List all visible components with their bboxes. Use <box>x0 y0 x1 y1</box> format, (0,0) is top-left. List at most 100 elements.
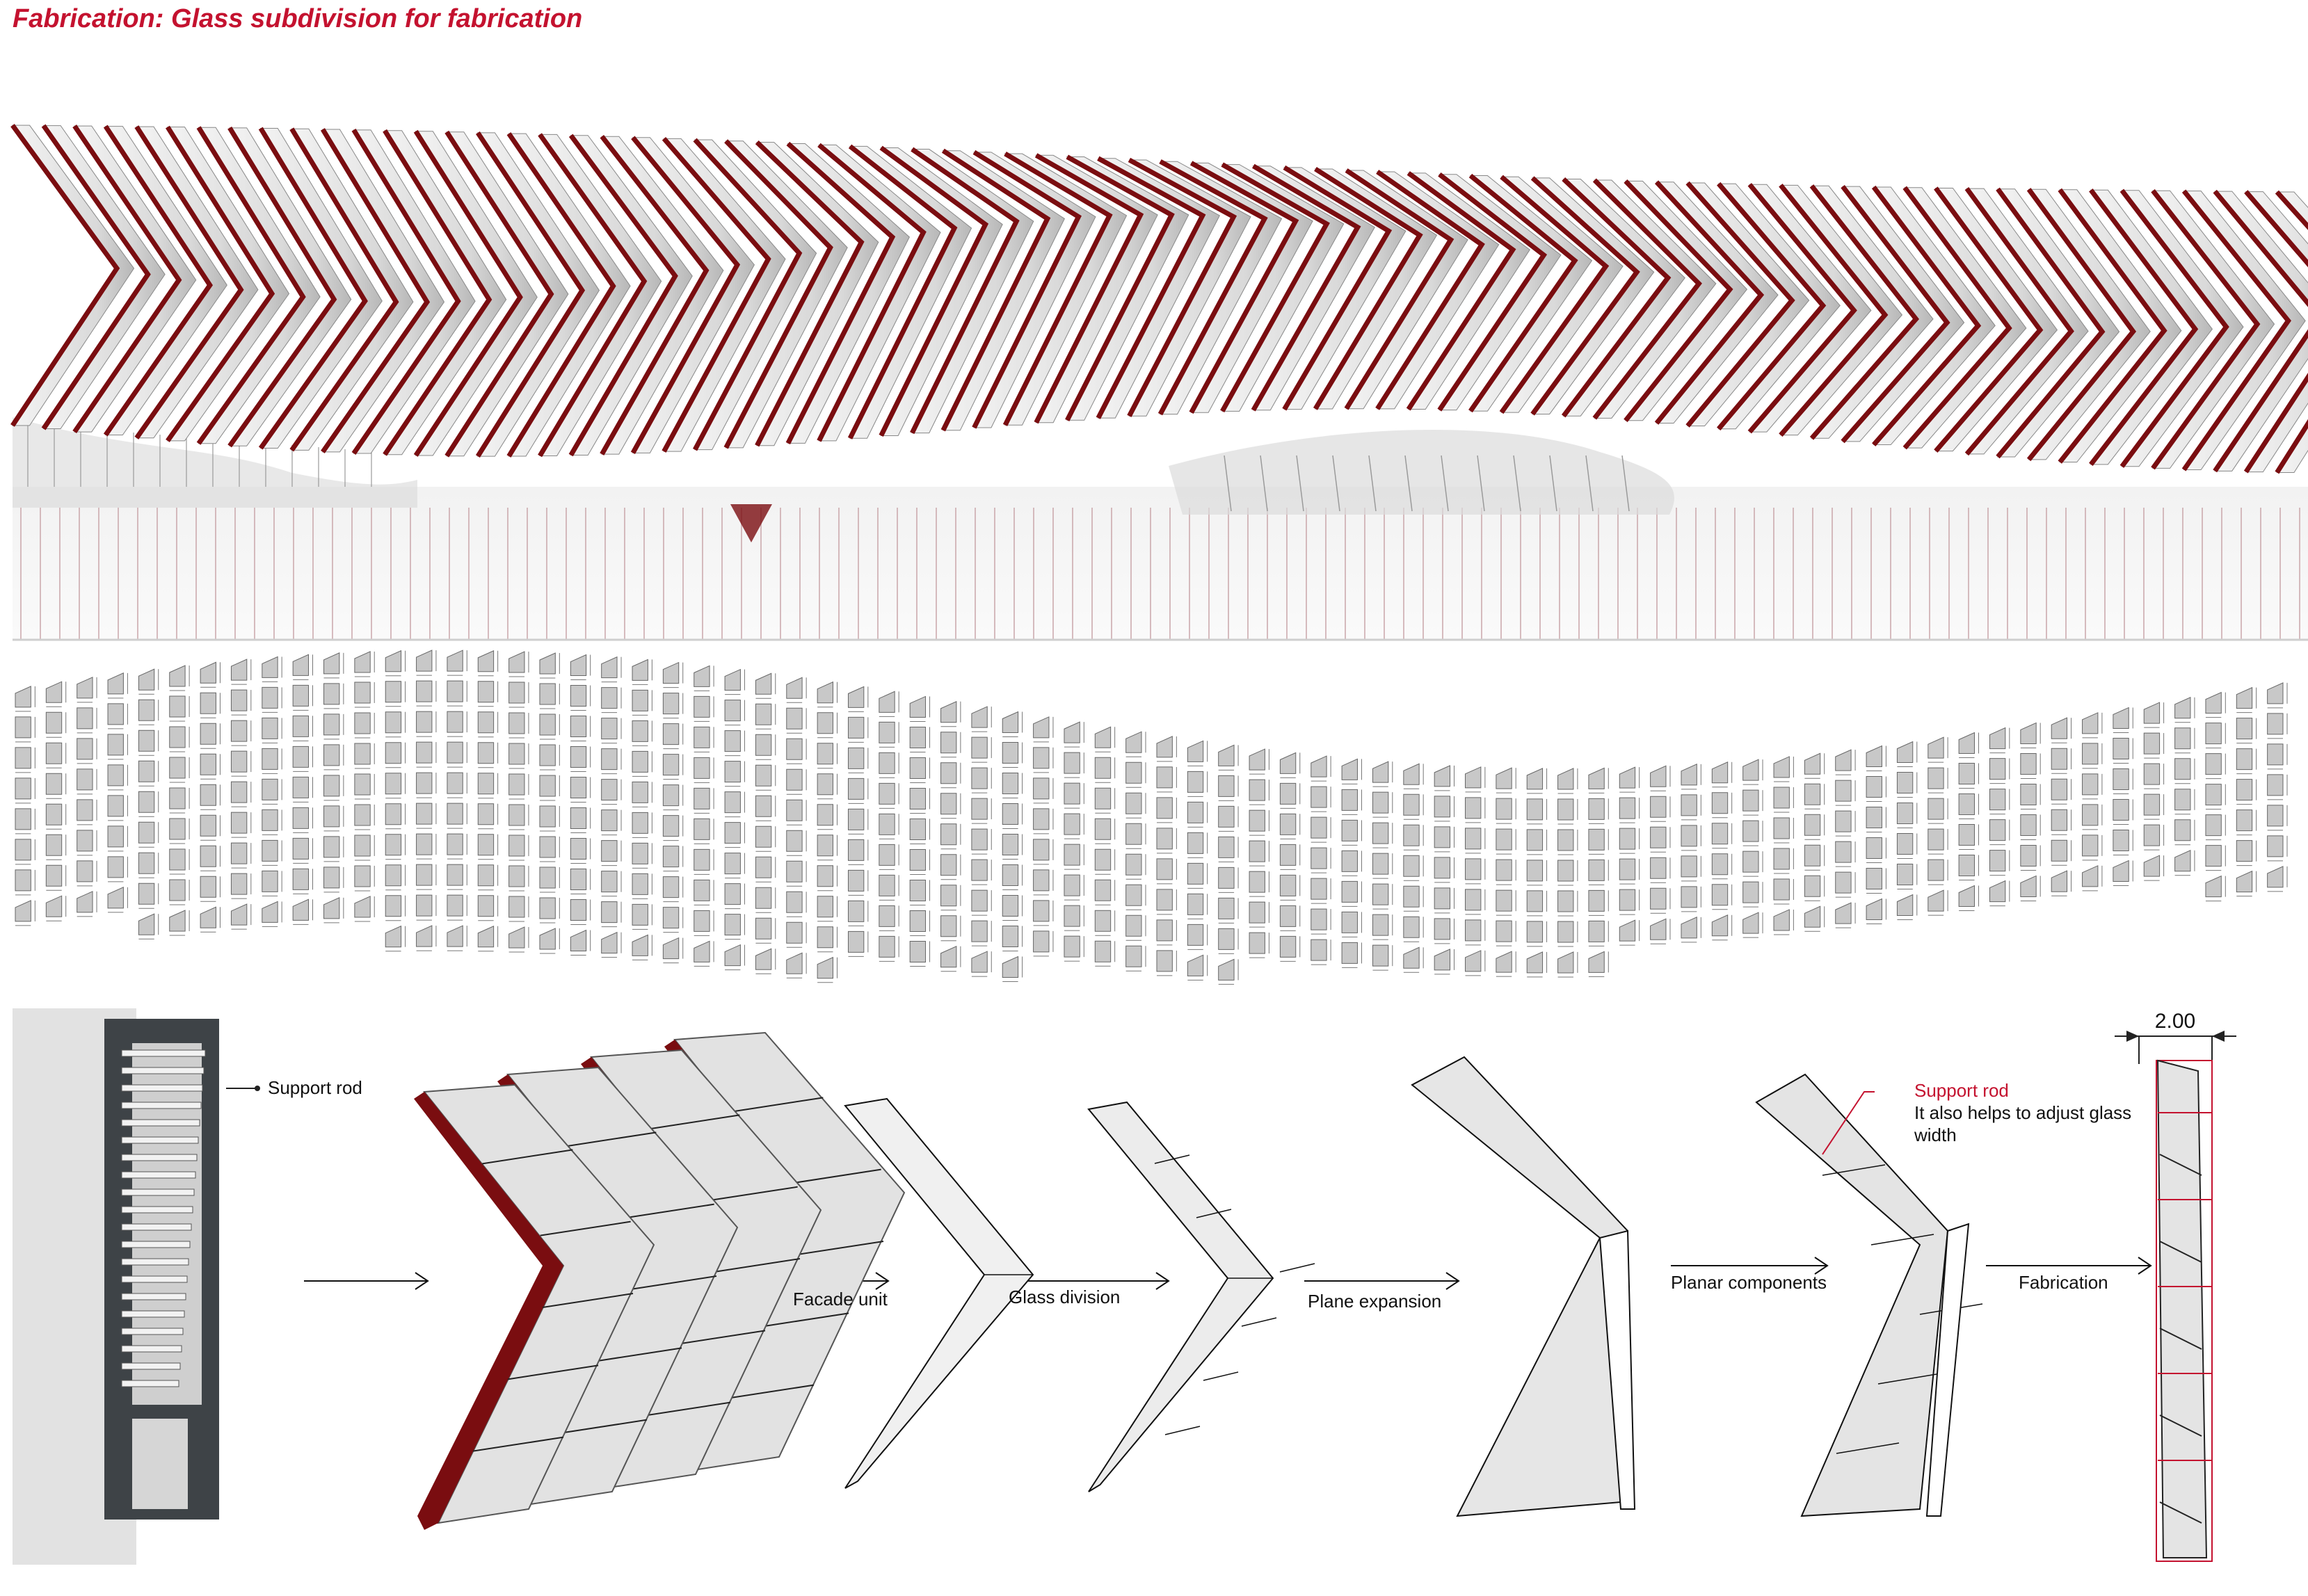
glass-panel-thumbnail <box>508 682 525 704</box>
glass-panel-thumbnail <box>477 803 495 825</box>
glass-panel-thumbnail <box>1496 828 1512 851</box>
glass-panel-thumbnail <box>817 712 833 734</box>
glass-panel-thumbnail <box>2174 697 2191 719</box>
glass-panel-thumbnail <box>1279 844 1297 866</box>
process-arrow-head <box>415 1272 429 1290</box>
glass-panel-thumbnail <box>724 668 741 691</box>
glass-panel-thumbnail <box>477 925 495 948</box>
glass-panel-thumbnail <box>755 887 772 909</box>
glass-panel-thumbnail <box>1125 853 1142 876</box>
glass-panel-thumbnail <box>1094 726 1112 748</box>
glass-panel-thumbnail <box>508 865 525 887</box>
glass-panel-thumbnail <box>2205 845 2222 867</box>
fin-support-rod <box>1592 178 1702 420</box>
glass-panel-thumbnail <box>200 692 216 714</box>
chevron-glass-joint <box>792 1241 884 1256</box>
glass-panel-thumbnail <box>786 799 803 821</box>
glass-panel-thumbnail <box>817 681 833 704</box>
glass-panel-thumbnail <box>447 741 463 764</box>
glass-panel-thumbnail <box>416 803 433 825</box>
glass-panel-thumbnail <box>2267 743 2284 766</box>
glass-panel-thumbnail <box>1249 809 1265 832</box>
glass-panel-thumbnail <box>2236 779 2253 801</box>
glass-panel-thumbnail <box>1958 885 1975 907</box>
glass-panel-thumbnail <box>1557 860 1574 882</box>
glass-panel-thumbnail <box>230 842 248 864</box>
glass-division-joint <box>1203 1371 1239 1381</box>
glass-panel-thumbnail <box>1742 759 1759 781</box>
canopy-mullion <box>1224 455 1232 512</box>
glass-panel-thumbnail <box>1403 763 1420 785</box>
glass-panel-thumbnail <box>1341 942 1358 964</box>
glass-division-joint <box>1241 1317 1277 1327</box>
panel-cut-diagonal <box>2159 1414 2202 1437</box>
glass-panel-thumbnail <box>416 741 433 764</box>
glass-panel-thumbnail <box>292 898 310 921</box>
glass-panel-thumbnail <box>1557 921 1574 943</box>
glass-panel-thumbnail <box>45 834 63 856</box>
glass-panel-thumbnail <box>539 775 556 797</box>
glass-panel-thumbnail <box>447 711 463 733</box>
glass-panel-thumbnail <box>200 814 216 837</box>
glass-panel-thumbnail <box>662 907 680 929</box>
glass-panel-thumbnail <box>786 921 803 944</box>
glass-panel-thumbnail <box>1681 886 1697 908</box>
glass-panel-thumbnail <box>1156 858 1173 880</box>
process-arrow-head <box>2138 1257 2152 1275</box>
glass-panel-thumbnail <box>77 738 93 760</box>
glass-panel-thumbnail <box>508 835 525 857</box>
glass-panel-thumbnail <box>1311 755 1327 777</box>
fin-support-rod <box>258 127 368 450</box>
glass-panel-thumbnail <box>1526 951 1544 974</box>
glass-panel-thumbnail <box>847 930 865 953</box>
glass-panel-thumbnail <box>909 910 927 932</box>
glass-panel-thumbnail <box>1526 768 1544 790</box>
glass-panel-thumbnail <box>1094 848 1112 871</box>
chevron-glass-joint <box>707 1186 798 1202</box>
glass-panel-thumbnail <box>632 659 648 681</box>
glass-panel-thumbnail <box>323 683 340 705</box>
glass-panel-thumbnail <box>909 787 927 809</box>
glass-panel-thumbnail <box>1156 919 1173 942</box>
glass-panel-thumbnail <box>447 925 463 947</box>
panel-cut-diagonal <box>2159 1241 2202 1263</box>
chevron-glass-joint <box>623 1203 714 1219</box>
glass-panel-thumbnail <box>971 920 988 942</box>
fin-support-rod <box>723 139 833 449</box>
fin-support-rod <box>134 125 244 440</box>
rod-slat <box>121 1136 199 1144</box>
glass-panel-thumbnail <box>107 856 124 878</box>
glass-panel-thumbnail <box>1311 908 1327 930</box>
rod-slat <box>121 1293 186 1300</box>
glass-panel-thumbnail <box>1156 889 1173 911</box>
glass-panel-thumbnail <box>1835 841 1852 863</box>
glass-panel-thumbnail <box>940 793 957 815</box>
glass-panel-thumbnail <box>1773 817 1790 839</box>
glass-panel-thumbnail <box>262 656 278 678</box>
glass-panel-thumbnail <box>416 925 433 947</box>
fin-support-rod <box>1127 157 1237 417</box>
fin-support-rod <box>910 147 1020 435</box>
glass-panel-thumbnail <box>2174 850 2191 872</box>
glass-panel-thumbnail <box>786 768 803 791</box>
chevron-glass-joint <box>732 1097 824 1113</box>
glass-panel-thumbnail <box>1619 797 1636 819</box>
glass-panel-thumbnail <box>1557 768 1574 790</box>
chevron-glass-joint <box>649 1114 740 1130</box>
glass-panel-thumbnail <box>262 748 278 770</box>
glass-panel-thumbnail <box>601 779 618 801</box>
glass-panel-thumbnail <box>1496 889 1512 912</box>
ground-plane <box>13 487 2308 640</box>
glass-panel-thumbnail <box>354 896 371 918</box>
glass-panel-thumbnail <box>1094 818 1112 840</box>
glass-panel-thumbnail <box>416 650 433 672</box>
glass-panel-thumbnail <box>1249 779 1265 801</box>
glass-panel-thumbnail <box>1681 825 1697 847</box>
fin-support-rod <box>1034 153 1144 424</box>
glass-panel-thumbnail <box>1403 946 1420 969</box>
glass-panel-thumbnail <box>138 913 155 935</box>
fin-support-rod <box>630 136 741 455</box>
fin-support-rod <box>2089 188 2199 466</box>
glass-panel-thumbnail <box>1094 757 1112 779</box>
fin-support-rod <box>692 138 803 451</box>
